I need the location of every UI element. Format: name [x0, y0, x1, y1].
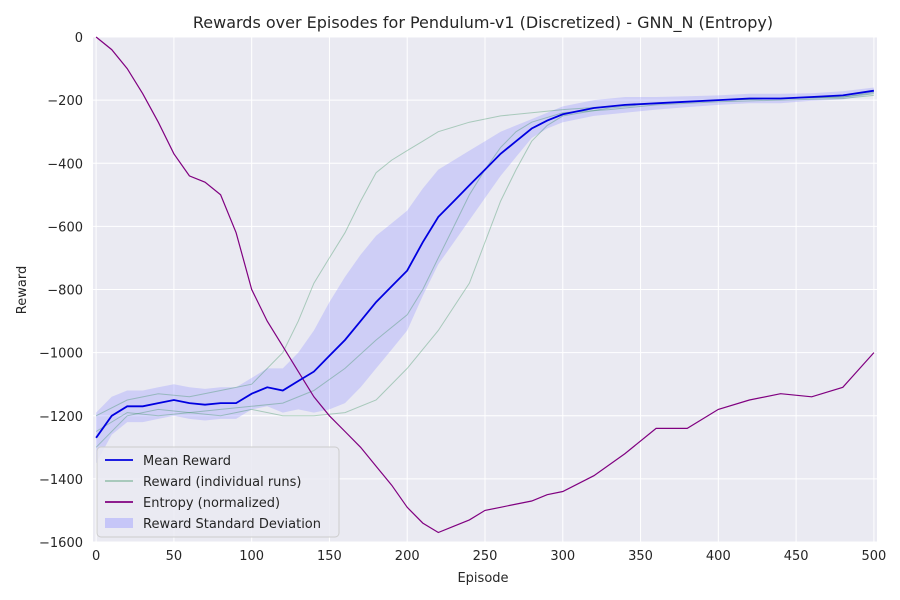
individual-run-line-2 [95, 94, 874, 448]
y-tick-label: −400 [47, 157, 83, 172]
x-tick-label: 50 [166, 549, 183, 564]
x-tick-labels: 0 50 100 150 200 250 300 350 400 450 500 [92, 549, 886, 564]
legend-label: Reward (individual runs) [143, 475, 302, 490]
y-tick-label: −1600 [39, 536, 83, 551]
y-tick-label: −1200 [39, 410, 83, 425]
y-tick-label: −1000 [39, 347, 83, 362]
x-tick-label: 150 [317, 549, 342, 564]
x-tick-label: 0 [92, 549, 100, 564]
legend-label: Entropy (normalized) [143, 496, 280, 511]
x-tick-label: 400 [706, 549, 731, 564]
std-band-group [96, 87, 874, 464]
y-axis-label: Reward [15, 266, 30, 314]
legend-label: Mean Reward [143, 454, 231, 469]
y-tick-labels: 0 −200 −400 −600 −800 −1000 −1200 −1400 −1600 [39, 31, 83, 551]
y-tick-label: −200 [47, 94, 83, 109]
legend: Mean Reward Reward (individual runs) Entro… [96, 446, 340, 538]
legend-label: Reward Standard Deviation [143, 517, 321, 532]
legend-box [96, 446, 340, 538]
x-axis-label: Episode [457, 571, 508, 586]
legend-swatch [105, 518, 133, 528]
x-tick-label: 250 [473, 549, 498, 564]
grid-lines [93, 36, 877, 543]
chart-title: Rewards over Episodes for Pendulum-v1 (D… [193, 13, 773, 33]
x-tick-label: 350 [628, 549, 653, 564]
entropy-line [95, 36, 875, 534]
y-tick-label: −800 [47, 284, 83, 299]
series-group [95, 36, 875, 534]
x-tick-label: 450 [784, 549, 809, 564]
y-tick-label: −1400 [39, 473, 83, 488]
x-tick-label: 300 [550, 549, 575, 564]
x-tick-label: 200 [395, 549, 420, 564]
std-band [96, 87, 874, 464]
x-tick-label: 500 [861, 549, 886, 564]
x-tick-label: 100 [239, 549, 264, 564]
mean-reward-line [95, 89, 875, 439]
y-tick-label: −600 [47, 220, 83, 235]
y-tick-label: 0 [75, 31, 83, 46]
